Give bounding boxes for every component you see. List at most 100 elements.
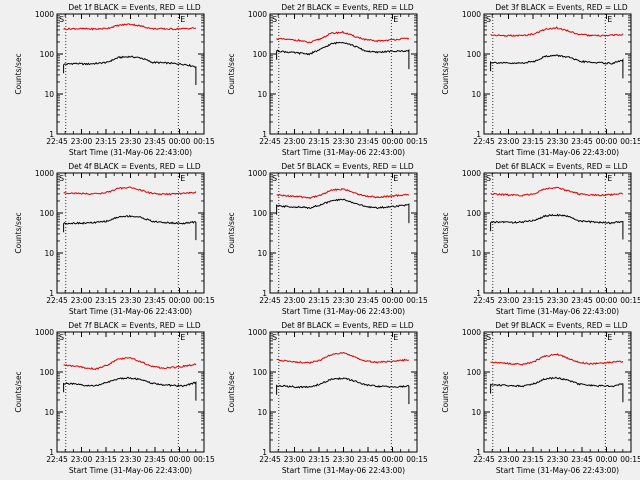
plot-frame: [56, 13, 205, 135]
y-tick-label: 100: [467, 50, 482, 59]
x-tick-label: 23:45: [357, 455, 379, 464]
y-tick-label: 100: [40, 368, 55, 377]
plot-frame: [483, 172, 632, 294]
lld-series-line: [63, 23, 197, 31]
x-tick-label: 23:30: [547, 296, 569, 305]
y-tick-label: 1000: [462, 169, 481, 178]
x-tick-label: 00:00: [382, 296, 404, 305]
x-tick-label: 23:15: [522, 137, 544, 146]
x-tick-label: 23:00: [284, 137, 306, 146]
chart-title: Det 2f BLACK = Events, RED = LLD: [281, 3, 414, 12]
chart-panel-1: Det 1f BLACK = Events, RED = LLD S E 1 10 100…: [14, 3, 215, 157]
y-tick-label: 1000: [462, 328, 481, 337]
y-tick-label: 10: [44, 249, 54, 258]
lld-series-line: [276, 30, 410, 44]
x-tick-label: 23:45: [571, 455, 593, 464]
y-tick-label: 10: [471, 408, 481, 417]
y-tick-label: 100: [467, 368, 482, 377]
end-marker-label: E: [607, 15, 612, 24]
start-marker-label: S: [59, 333, 64, 342]
chart-panel-6: Det 6f BLACK = Events, RED = LLD S E 1 10 100…: [441, 162, 640, 316]
y-tick-label: 1000: [462, 10, 481, 19]
x-tick-label: 00:00: [169, 296, 191, 305]
chart-title: Det 4f BLACK = Events, RED = LLD: [68, 162, 201, 171]
y-tick-label: 100: [467, 209, 482, 218]
x-tick-label: 22:45: [46, 137, 68, 146]
x-tick-label: 23:15: [308, 455, 330, 464]
x-tick-label: 00:00: [596, 455, 618, 464]
y-axis-label: Counts/sec: [227, 212, 236, 253]
y-tick-label: 10: [257, 90, 267, 99]
lld-series-line: [490, 186, 624, 197]
chart-title: Det 8f BLACK = Events, RED = LLD: [281, 321, 414, 330]
chart-title: Det 1f BLACK = Events, RED = LLD: [68, 3, 201, 12]
y-tick-label: 1000: [35, 328, 54, 337]
x-axis-label: Start Time (31-May-06 22:43:00): [69, 307, 192, 316]
x-tick-label: 22:45: [46, 296, 68, 305]
x-tick-label: 00:15: [406, 455, 428, 464]
x-tick-label: 23:00: [284, 296, 306, 305]
x-tick-label: 22:45: [46, 455, 68, 464]
x-tick-label: 23:45: [144, 455, 166, 464]
y-axis-label: Counts/sec: [441, 371, 450, 412]
lld-series-line: [490, 353, 624, 366]
plot-frame: [483, 13, 632, 135]
events-series-line: [490, 376, 624, 403]
x-tick-label: 00:15: [620, 137, 640, 146]
lld-series-line: [276, 187, 410, 200]
end-marker-label: E: [607, 174, 612, 183]
y-tick-label: 100: [253, 50, 268, 59]
x-axis-label: Start Time (31-May-06 22:43:00): [496, 466, 619, 475]
x-axis-label: Start Time (31-May-06 22:43:00): [69, 148, 192, 157]
events-series-line: [276, 198, 410, 224]
x-axis-label: Start Time (31-May-06 22:43:00): [496, 307, 619, 316]
x-tick-label: 23:30: [547, 137, 569, 146]
chart-title: Det 9f BLACK = Events, RED = LLD: [495, 321, 628, 330]
x-tick-label: 23:15: [522, 296, 544, 305]
chart-title: Det 7f BLACK = Events, RED = LLD: [68, 321, 201, 330]
x-tick-label: 00:00: [382, 137, 404, 146]
y-tick-label: 1: [49, 130, 54, 139]
plot-frame: [56, 331, 205, 453]
x-axis-label: Start Time (31-May-06 22:43:00): [496, 148, 619, 157]
x-tick-label: 23:45: [144, 137, 166, 146]
chart-panel-5: Det 5f BLACK = Events, RED = LLD S E 1 10 100…: [227, 162, 428, 316]
y-tick-label: 100: [253, 209, 268, 218]
x-tick-label: 00:15: [406, 296, 428, 305]
start-marker-label: S: [486, 174, 491, 183]
x-tick-label: 23:30: [333, 296, 355, 305]
x-tick-label: 23:30: [333, 455, 355, 464]
y-tick-label: 10: [257, 408, 267, 417]
chart-panel-3: Det 3f BLACK = Events, RED = LLD S E 1 10 100…: [441, 3, 640, 157]
x-axis-label: Start Time (31-May-06 22:43:00): [282, 148, 405, 157]
plot-frame: [269, 172, 418, 294]
start-marker-label: S: [59, 174, 64, 183]
x-tick-label: 23:30: [120, 296, 142, 305]
x-tick-label: 00:00: [169, 455, 191, 464]
start-marker-label: S: [272, 174, 277, 183]
x-tick-label: 23:30: [120, 455, 142, 464]
x-tick-label: 00:15: [620, 296, 640, 305]
lld-series-line: [63, 186, 197, 196]
y-axis-label: Counts/sec: [441, 212, 450, 253]
y-tick-label: 1000: [248, 169, 267, 178]
y-tick-label: 1000: [35, 169, 54, 178]
end-marker-label: E: [393, 333, 398, 342]
y-tick-label: 1: [262, 448, 267, 457]
y-tick-label: 1: [49, 289, 54, 298]
y-tick-label: 1: [476, 448, 481, 457]
events-series-line: [490, 213, 624, 240]
x-tick-label: 23:45: [144, 296, 166, 305]
y-tick-label: 1000: [248, 10, 267, 19]
lld-series-line: [490, 26, 624, 37]
y-tick-label: 100: [40, 50, 55, 59]
lld-series-line: [63, 357, 197, 371]
y-tick-label: 1: [49, 448, 54, 457]
chart-title: Det 5f BLACK = Events, RED = LLD: [281, 162, 414, 171]
x-tick-label: 23:45: [571, 296, 593, 305]
chart-panel-4: Det 4f BLACK = Events, RED = LLD S E 1 10 100…: [14, 162, 215, 316]
x-tick-label: 00:15: [620, 455, 640, 464]
start-marker-label: S: [486, 333, 491, 342]
y-tick-label: 1: [262, 130, 267, 139]
